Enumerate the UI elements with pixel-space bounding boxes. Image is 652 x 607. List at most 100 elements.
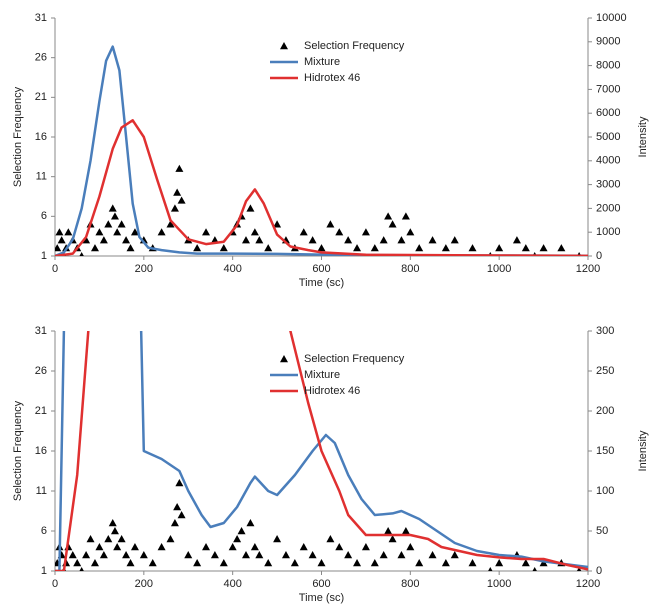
marker <box>273 220 282 228</box>
marker <box>384 212 393 220</box>
y-tick-label: 21 <box>35 405 47 417</box>
marker <box>79 567 84 571</box>
x-tick-label: 1200 <box>576 263 600 275</box>
legend-label: Mixture <box>304 369 340 381</box>
marker <box>264 559 273 567</box>
marker <box>406 228 415 236</box>
x-tick-label: 0 <box>52 263 58 275</box>
marker <box>512 236 521 244</box>
marker <box>122 236 131 244</box>
y-tick-label: 31 <box>35 325 47 337</box>
marker <box>379 236 388 244</box>
marker <box>177 196 186 204</box>
marker <box>397 551 406 559</box>
marker <box>126 244 135 252</box>
x-tick-label: 600 <box>312 263 330 275</box>
marker <box>450 236 459 244</box>
y2-tick-label: 10000 <box>596 12 627 24</box>
marker <box>117 535 126 543</box>
marker <box>370 559 379 567</box>
marker <box>175 164 184 172</box>
marker <box>113 543 122 551</box>
marker <box>86 535 95 543</box>
marker <box>428 551 437 559</box>
marker <box>166 535 175 543</box>
y2-tick-label: 300 <box>596 325 614 337</box>
y2-tick-label: 4000 <box>596 155 620 167</box>
x-tick-label: 0 <box>52 578 58 590</box>
marker <box>532 567 537 571</box>
marker <box>237 527 246 535</box>
marker <box>108 519 117 527</box>
line <box>55 331 588 571</box>
marker <box>370 244 379 252</box>
legend-label: Mixture <box>304 56 340 68</box>
y2-tick-label: 5000 <box>596 131 620 143</box>
marker <box>68 551 77 559</box>
marker <box>450 551 459 559</box>
line <box>55 331 588 571</box>
marker <box>326 535 335 543</box>
marker <box>108 204 117 212</box>
legend-label: Selection Frequency <box>304 353 405 365</box>
legend-label: Hidrotex 46 <box>304 385 360 397</box>
marker <box>308 236 317 244</box>
marker <box>401 212 410 220</box>
marker <box>117 220 126 228</box>
y-axis-title: Selection Frequency <box>12 400 24 501</box>
marker <box>488 567 493 571</box>
marker <box>79 252 84 256</box>
marker <box>353 244 362 252</box>
marker <box>57 236 66 244</box>
marker <box>576 567 582 571</box>
marker <box>384 527 393 535</box>
y-tick-label: 31 <box>35 12 47 24</box>
marker <box>521 559 530 567</box>
marker <box>344 551 353 559</box>
marker <box>184 551 193 559</box>
marker <box>193 244 202 252</box>
y2-tick-label: 0 <box>596 250 602 262</box>
marker <box>82 236 91 244</box>
marker <box>388 220 397 228</box>
marker <box>241 236 250 244</box>
marker <box>99 236 108 244</box>
marker <box>173 503 182 511</box>
marker <box>273 535 282 543</box>
x-tick-label: 400 <box>223 578 241 590</box>
marker <box>104 535 113 543</box>
y-tick-label: 21 <box>35 91 47 103</box>
marker <box>521 244 530 252</box>
x-axis-title: Time (sc) <box>299 277 344 289</box>
x-tick-label: 800 <box>401 263 419 275</box>
marker <box>219 244 228 252</box>
marker <box>219 559 228 567</box>
marker <box>210 551 219 559</box>
marker <box>170 519 179 527</box>
marker <box>104 220 113 228</box>
marker <box>308 551 317 559</box>
y2-tick-label: 8000 <box>596 60 620 72</box>
x-tick-label: 1000 <box>487 578 511 590</box>
x-tick-label: 200 <box>135 263 153 275</box>
marker <box>95 228 104 236</box>
marker <box>55 228 64 236</box>
marker <box>90 559 99 567</box>
y2-tick-label: 200 <box>596 405 614 417</box>
marker <box>344 236 353 244</box>
y-tick-label: 16 <box>35 131 47 143</box>
marker <box>250 543 259 551</box>
marker <box>379 551 388 559</box>
y2-tick-label: 150 <box>596 445 614 457</box>
y2-tick-label: 250 <box>596 365 614 377</box>
y-tick-label: 1 <box>41 565 47 577</box>
y-tick-label: 6 <box>41 525 47 537</box>
marker <box>170 204 179 212</box>
marker <box>406 543 415 551</box>
marker <box>255 551 264 559</box>
y2-tick-label: 50 <box>596 525 608 537</box>
marker <box>264 244 273 252</box>
marker <box>202 228 211 236</box>
marker <box>299 228 308 236</box>
